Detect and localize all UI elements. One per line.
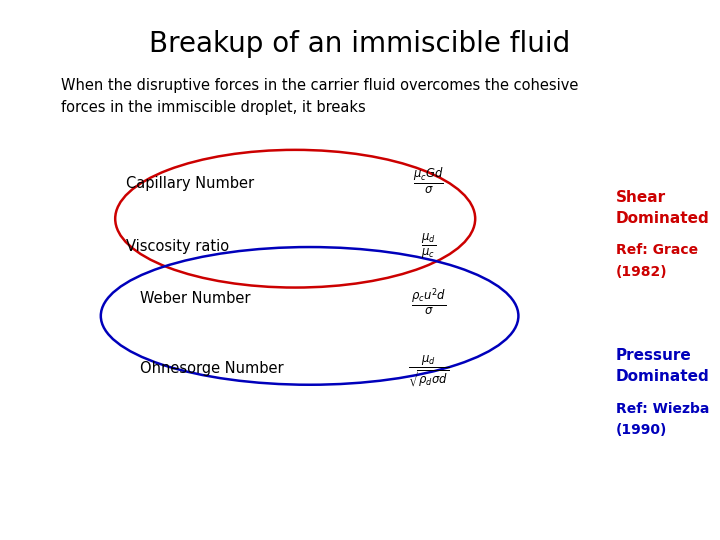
Text: Capillary Number: Capillary Number (126, 176, 254, 191)
Text: Ref: Grace: Ref: Grace (616, 243, 698, 257)
Text: Dominated: Dominated (616, 369, 709, 384)
Text: (1990): (1990) (616, 423, 667, 437)
Text: Shear: Shear (616, 190, 666, 205)
Text: $\frac{\mu_d}{\mu_c}$: $\frac{\mu_d}{\mu_c}$ (421, 232, 436, 261)
Text: (1982): (1982) (616, 265, 667, 279)
Text: Weber Number: Weber Number (140, 291, 251, 306)
Text: Breakup of an immiscible fluid: Breakup of an immiscible fluid (149, 30, 571, 58)
Text: forces in the immiscible droplet, it breaks: forces in the immiscible droplet, it bre… (61, 100, 366, 115)
Text: Viscosity ratio: Viscosity ratio (126, 239, 229, 254)
Text: $\frac{\rho_c u^2 d}{\sigma}$: $\frac{\rho_c u^2 d}{\sigma}$ (411, 287, 446, 318)
Text: Pressure: Pressure (616, 348, 691, 363)
Text: $\frac{\mu_c Gd}{\sigma}$: $\frac{\mu_c Gd}{\sigma}$ (413, 166, 444, 195)
Text: $\frac{\mu_d}{\sqrt{\rho_d \sigma d}}$: $\frac{\mu_d}{\sqrt{\rho_d \sigma d}}$ (408, 354, 449, 389)
Text: Dominated: Dominated (616, 211, 709, 226)
Text: Ohnesorge Number: Ohnesorge Number (140, 361, 284, 376)
Text: Ref: Wiezba: Ref: Wiezba (616, 402, 709, 416)
Text: When the disruptive forces in the carrier fluid overcomes the cohesive: When the disruptive forces in the carrie… (61, 78, 579, 93)
